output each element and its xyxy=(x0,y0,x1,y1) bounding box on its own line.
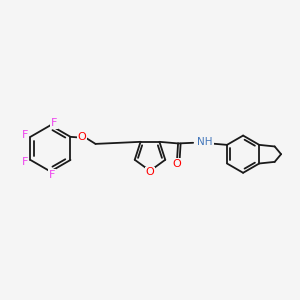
Text: O: O xyxy=(146,167,154,178)
Text: F: F xyxy=(49,170,55,180)
Text: F: F xyxy=(22,157,28,166)
Text: NH: NH xyxy=(197,137,213,147)
Text: F: F xyxy=(50,118,57,128)
Text: F: F xyxy=(22,130,28,140)
Text: O: O xyxy=(78,133,86,142)
Text: O: O xyxy=(173,159,182,169)
